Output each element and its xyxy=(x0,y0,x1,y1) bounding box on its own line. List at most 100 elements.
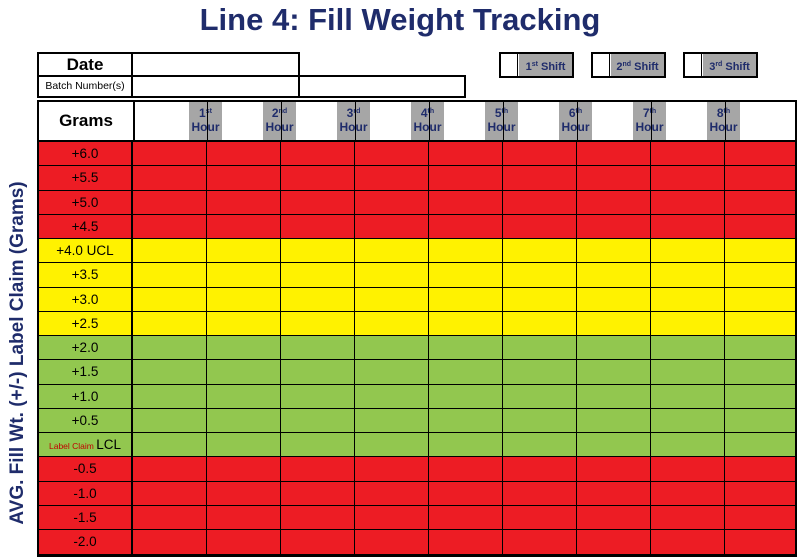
hour-5-cell[interactable] xyxy=(429,288,503,311)
hour-6-cell[interactable] xyxy=(503,457,577,480)
hour-7-cell[interactable] xyxy=(577,288,651,311)
hour-5-cell[interactable] xyxy=(429,166,503,189)
hour-3-cell[interactable] xyxy=(281,312,355,335)
hour-8-cell[interactable] xyxy=(651,409,725,432)
hour-1-cell[interactable] xyxy=(133,385,207,408)
hour-4-cell[interactable] xyxy=(355,215,429,238)
hour-1-cell[interactable] xyxy=(133,530,207,553)
hour-4-cell[interactable] xyxy=(355,482,429,505)
hour-4-cell[interactable] xyxy=(355,457,429,480)
hour-4-cell[interactable] xyxy=(355,312,429,335)
hour-6-cell[interactable] xyxy=(503,433,577,456)
hour-8-cell[interactable] xyxy=(651,288,725,311)
hour-6-cell[interactable] xyxy=(503,191,577,214)
hour-7-cell[interactable] xyxy=(577,263,651,286)
hour-6-cell[interactable] xyxy=(503,142,577,165)
hour-7-cell[interactable] xyxy=(577,166,651,189)
hour-8-cell[interactable] xyxy=(651,263,725,286)
hour-3-cell[interactable] xyxy=(281,263,355,286)
hour-7-cell[interactable] xyxy=(577,530,651,553)
hour-5-cell[interactable] xyxy=(429,385,503,408)
hour-2-cell[interactable] xyxy=(207,142,281,165)
hour-5-cell[interactable] xyxy=(429,457,503,480)
hour-6-cell[interactable] xyxy=(503,506,577,529)
hour-8-cell[interactable] xyxy=(651,385,725,408)
hour-8-cell[interactable] xyxy=(651,336,725,359)
hour-5-cell[interactable] xyxy=(429,191,503,214)
hour-2-cell[interactable] xyxy=(207,312,281,335)
hour-5-cell[interactable] xyxy=(429,312,503,335)
hour-7-cell[interactable] xyxy=(577,482,651,505)
hour-1-cell[interactable] xyxy=(133,166,207,189)
hour-1-cell[interactable] xyxy=(133,191,207,214)
hour-4-cell[interactable] xyxy=(355,166,429,189)
hour-2-cell[interactable] xyxy=(207,239,281,262)
hour-7-cell[interactable] xyxy=(577,336,651,359)
batch-number-field-2[interactable] xyxy=(298,75,466,98)
hour-7-cell[interactable] xyxy=(577,239,651,262)
hour-8-cell[interactable] xyxy=(651,166,725,189)
hour-4-cell[interactable] xyxy=(355,506,429,529)
hour-6-cell[interactable] xyxy=(503,166,577,189)
hour-8-cell[interactable] xyxy=(651,506,725,529)
hour-6-cell[interactable] xyxy=(503,409,577,432)
hour-7-cell[interactable] xyxy=(577,215,651,238)
hour-3-cell[interactable] xyxy=(281,433,355,456)
hour-2-cell[interactable] xyxy=(207,482,281,505)
hour-4-cell[interactable] xyxy=(355,409,429,432)
hour-3-cell[interactable] xyxy=(281,409,355,432)
hour-7-cell[interactable] xyxy=(577,409,651,432)
hour-2-cell[interactable] xyxy=(207,215,281,238)
hour-1-cell[interactable] xyxy=(133,433,207,456)
hour-1-cell[interactable] xyxy=(133,409,207,432)
hour-5-cell[interactable] xyxy=(429,142,503,165)
hour-7-cell[interactable] xyxy=(577,385,651,408)
hour-1-cell[interactable] xyxy=(133,288,207,311)
hour-3-cell[interactable] xyxy=(281,360,355,383)
hour-2-cell[interactable] xyxy=(207,360,281,383)
hour-5-cell[interactable] xyxy=(429,433,503,456)
hour-2-cell[interactable] xyxy=(207,433,281,456)
hour-3-cell[interactable] xyxy=(281,530,355,553)
hour-8-cell[interactable] xyxy=(651,215,725,238)
hour-5-cell[interactable] xyxy=(429,506,503,529)
hour-1-cell[interactable] xyxy=(133,312,207,335)
hour-8-cell[interactable] xyxy=(651,360,725,383)
hour-6-cell[interactable] xyxy=(503,530,577,553)
hour-1-cell[interactable] xyxy=(133,215,207,238)
hour-2-cell[interactable] xyxy=(207,263,281,286)
hour-7-cell[interactable] xyxy=(577,506,651,529)
hour-3-cell[interactable] xyxy=(281,457,355,480)
hour-5-cell[interactable] xyxy=(429,239,503,262)
hour-2-cell[interactable] xyxy=(207,530,281,553)
hour-7-cell[interactable] xyxy=(577,457,651,480)
hour-5-cell[interactable] xyxy=(429,409,503,432)
hour-3-cell[interactable] xyxy=(281,191,355,214)
hour-3-cell[interactable] xyxy=(281,215,355,238)
hour-8-cell[interactable] xyxy=(651,191,725,214)
hour-4-cell[interactable] xyxy=(355,191,429,214)
hour-4-cell[interactable] xyxy=(355,288,429,311)
shift-1-checkbox[interactable] xyxy=(501,54,518,76)
hour-6-cell[interactable] xyxy=(503,336,577,359)
hour-3-cell[interactable] xyxy=(281,482,355,505)
hour-8-cell[interactable] xyxy=(651,433,725,456)
hour-6-cell[interactable] xyxy=(503,385,577,408)
hour-2-cell[interactable] xyxy=(207,385,281,408)
hour-4-cell[interactable] xyxy=(355,433,429,456)
hour-5-cell[interactable] xyxy=(429,336,503,359)
hour-6-cell[interactable] xyxy=(503,360,577,383)
hour-1-cell[interactable] xyxy=(133,506,207,529)
hour-2-cell[interactable] xyxy=(207,288,281,311)
hour-8-cell[interactable] xyxy=(651,482,725,505)
hour-5-cell[interactable] xyxy=(429,215,503,238)
hour-4-cell[interactable] xyxy=(355,530,429,553)
hour-5-cell[interactable] xyxy=(429,482,503,505)
hour-4-cell[interactable] xyxy=(355,336,429,359)
shift-3-checkbox[interactable] xyxy=(685,54,702,76)
hour-3-cell[interactable] xyxy=(281,142,355,165)
hour-1-cell[interactable] xyxy=(133,360,207,383)
hour-1-cell[interactable] xyxy=(133,336,207,359)
hour-3-cell[interactable] xyxy=(281,288,355,311)
shift-2-option[interactable]: 2nd Shift xyxy=(591,52,666,78)
